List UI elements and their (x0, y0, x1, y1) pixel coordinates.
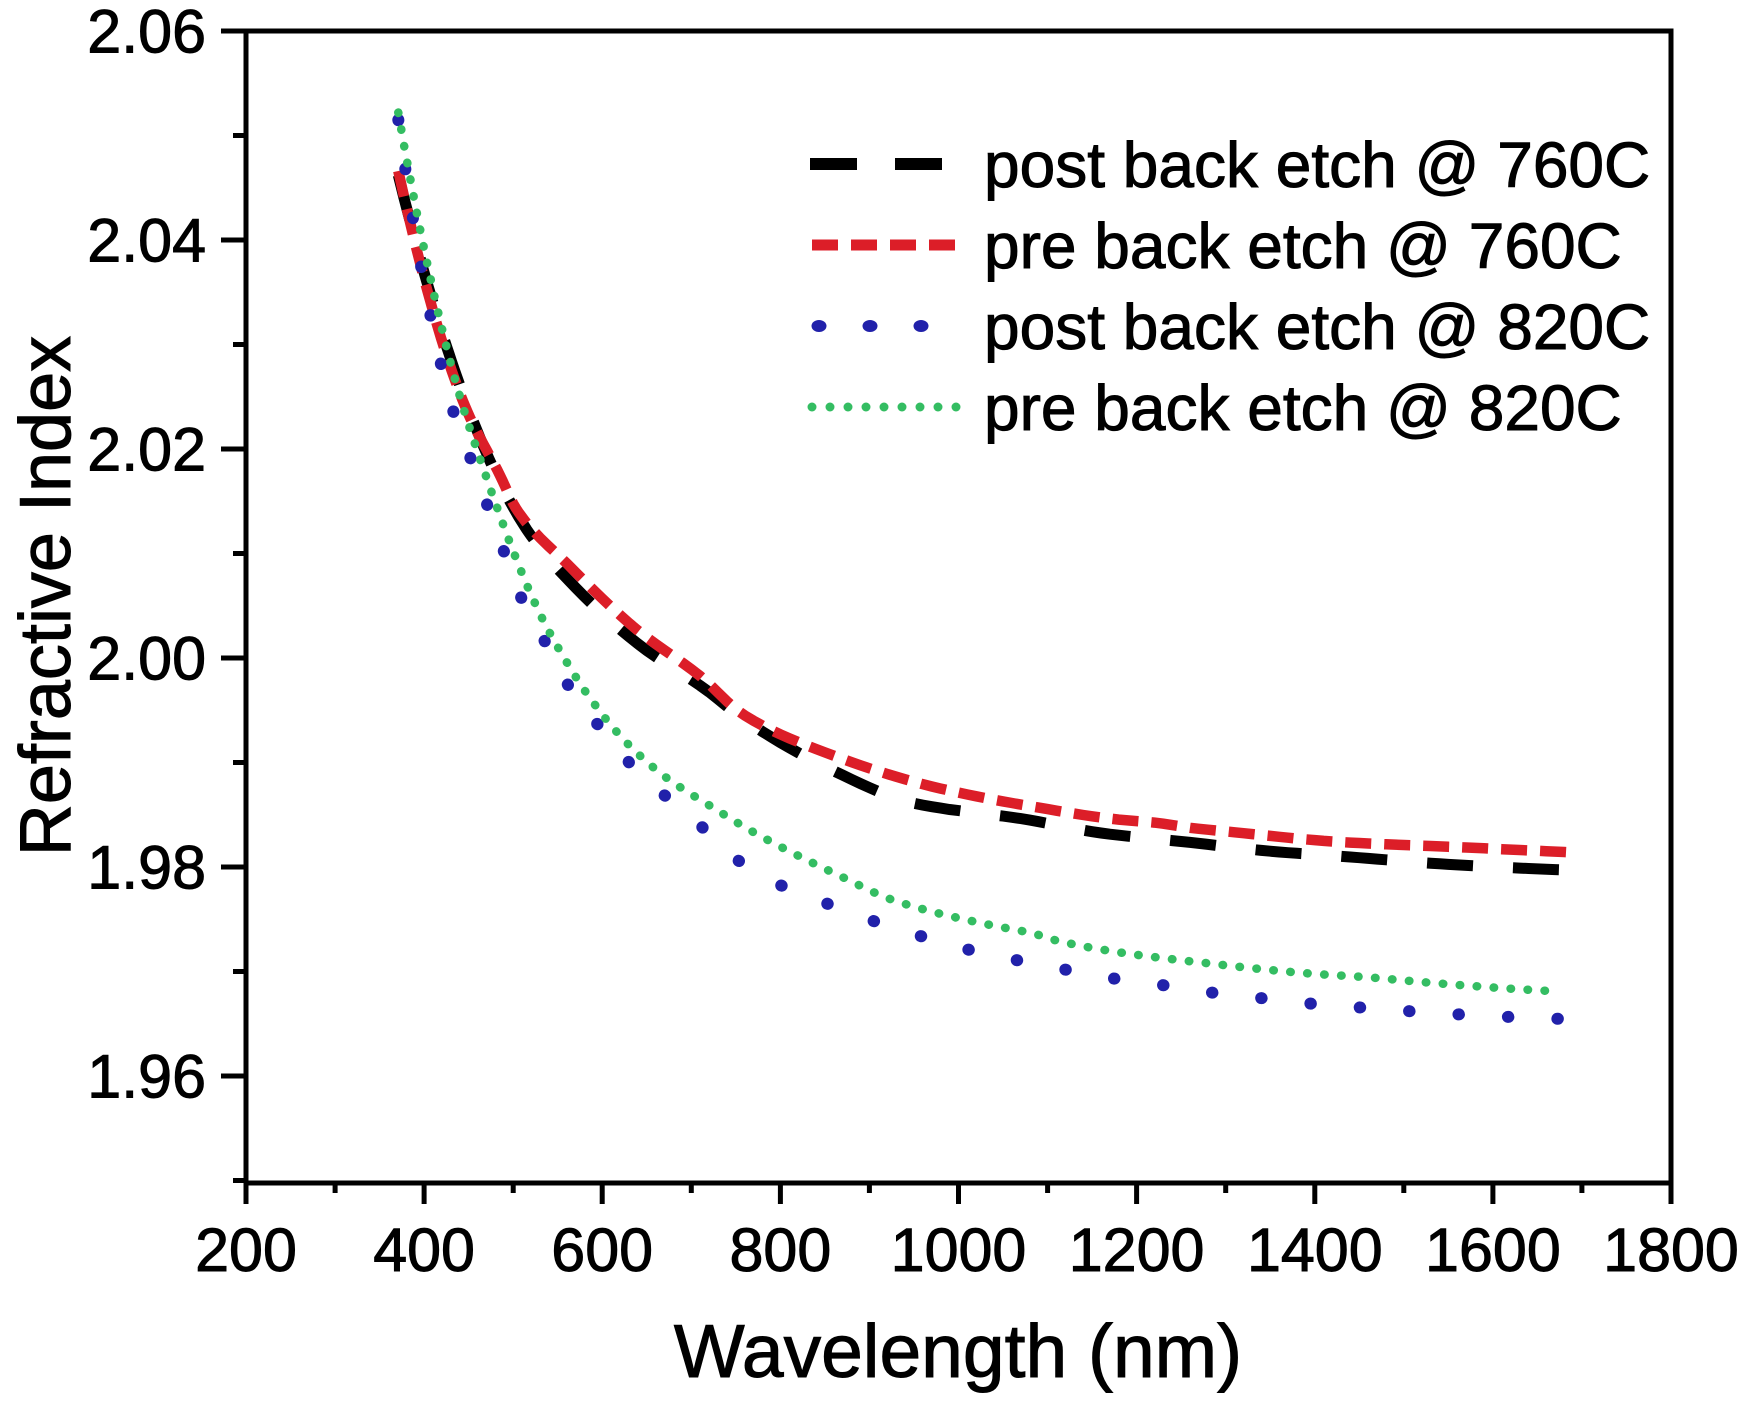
svg-text:1800: 1800 (1603, 1216, 1739, 1284)
svg-text:1.96: 1.96 (87, 1043, 206, 1111)
svg-text:800: 800 (730, 1216, 832, 1284)
svg-text:1.98: 1.98 (87, 834, 206, 902)
svg-text:2.06: 2.06 (87, 0, 206, 66)
svg-text:1600: 1600 (1425, 1216, 1561, 1284)
svg-text:1200: 1200 (1069, 1216, 1205, 1284)
svg-text:post back etch @ 760C: post back etch @ 760C (984, 129, 1650, 201)
svg-text:1400: 1400 (1247, 1216, 1383, 1284)
svg-text:Wavelength (nm): Wavelength (nm) (674, 1309, 1242, 1393)
svg-text:600: 600 (551, 1216, 653, 1284)
svg-text:2.04: 2.04 (87, 207, 206, 275)
svg-text:pre back etch @ 820C: pre back etch @ 820C (984, 372, 1622, 444)
svg-text:2.00: 2.00 (87, 625, 206, 693)
svg-text:1000: 1000 (891, 1216, 1027, 1284)
svg-text:2.02: 2.02 (87, 416, 206, 484)
svg-text:200: 200 (195, 1216, 297, 1284)
svg-text:Refractive Index: Refractive Index (6, 336, 86, 856)
svg-text:pre back etch @ 760C: pre back etch @ 760C (984, 210, 1622, 282)
svg-text:post back etch @ 820C: post back etch @ 820C (984, 291, 1650, 363)
svg-text:400: 400 (373, 1216, 475, 1284)
